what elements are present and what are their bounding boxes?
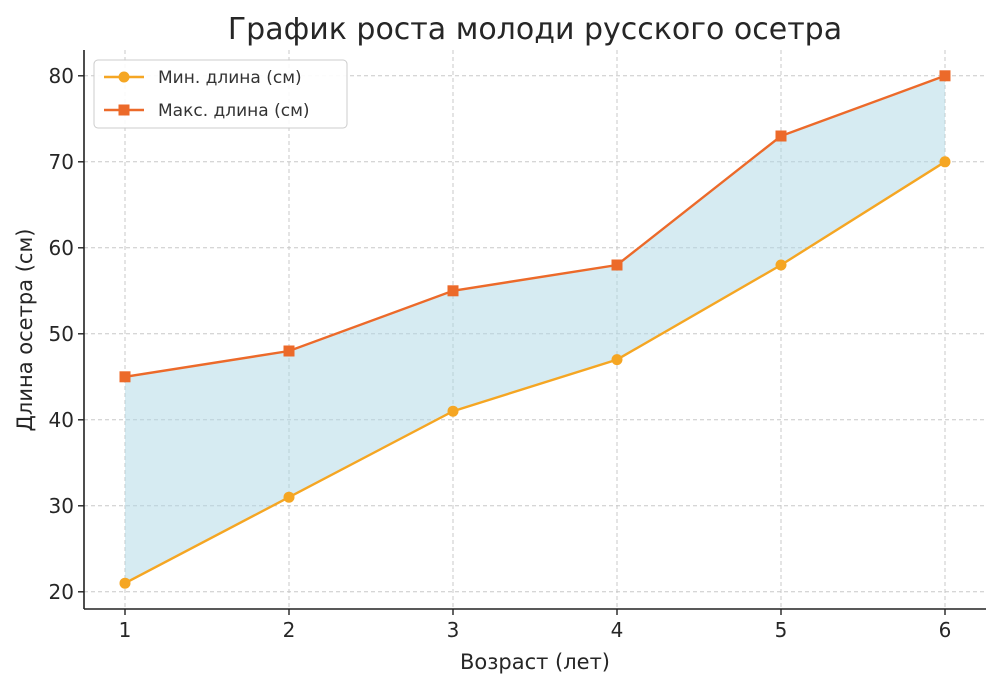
x-tick-label: 5 bbox=[775, 618, 788, 642]
data-point-square bbox=[283, 345, 295, 357]
data-point-square bbox=[775, 130, 787, 142]
x-tick-label: 1 bbox=[119, 618, 132, 642]
x-tick-label: 4 bbox=[611, 618, 624, 642]
y-tick-label: 40 bbox=[49, 408, 74, 432]
data-point-circle bbox=[939, 156, 951, 168]
data-point-square bbox=[939, 70, 951, 82]
x-tick-label: 3 bbox=[447, 618, 460, 642]
legend: Мин. длина (см) Макс. длина (см) bbox=[93, 59, 348, 129]
legend-marker-square bbox=[118, 104, 130, 116]
data-point-square bbox=[447, 285, 459, 297]
data-point-circle bbox=[119, 577, 131, 589]
chart-title: График роста молоди русского осетра bbox=[228, 12, 842, 47]
y-axis-label: Длина осетра (см) bbox=[13, 229, 37, 432]
data-point-circle bbox=[447, 405, 459, 417]
y-tick-label: 70 bbox=[49, 150, 74, 174]
x-tick-label: 6 bbox=[939, 618, 952, 642]
range-fill bbox=[125, 75, 945, 584]
y-tick-label: 30 bbox=[49, 494, 74, 518]
series-line-2 bbox=[124, 74, 946, 378]
x-tick-label: 2 bbox=[283, 618, 296, 642]
y-tick-label: 20 bbox=[49, 580, 74, 604]
x-axis-label: Возраст (лет) bbox=[460, 650, 610, 674]
legend-label: Макс. длина (см) bbox=[158, 101, 310, 121]
legend-box bbox=[93, 59, 348, 129]
legend-label: Мин. длина (см) bbox=[158, 68, 302, 88]
data-point-square bbox=[611, 259, 623, 271]
legend-marker-circle bbox=[118, 71, 130, 83]
y-tick-label: 80 bbox=[49, 64, 74, 88]
series-layer bbox=[119, 70, 951, 589]
data-point-circle bbox=[775, 259, 787, 271]
data-point-circle bbox=[611, 354, 623, 366]
y-tick-label: 60 bbox=[49, 236, 74, 260]
axes: 1 2 3 4 5 6 20 30 40 50 60 70 80 bbox=[49, 50, 986, 642]
data-point-circle bbox=[283, 491, 295, 503]
range-band bbox=[125, 75, 945, 584]
y-tick-label: 50 bbox=[49, 322, 74, 346]
series-line-1 bbox=[124, 160, 946, 585]
data-point-square bbox=[119, 371, 131, 383]
